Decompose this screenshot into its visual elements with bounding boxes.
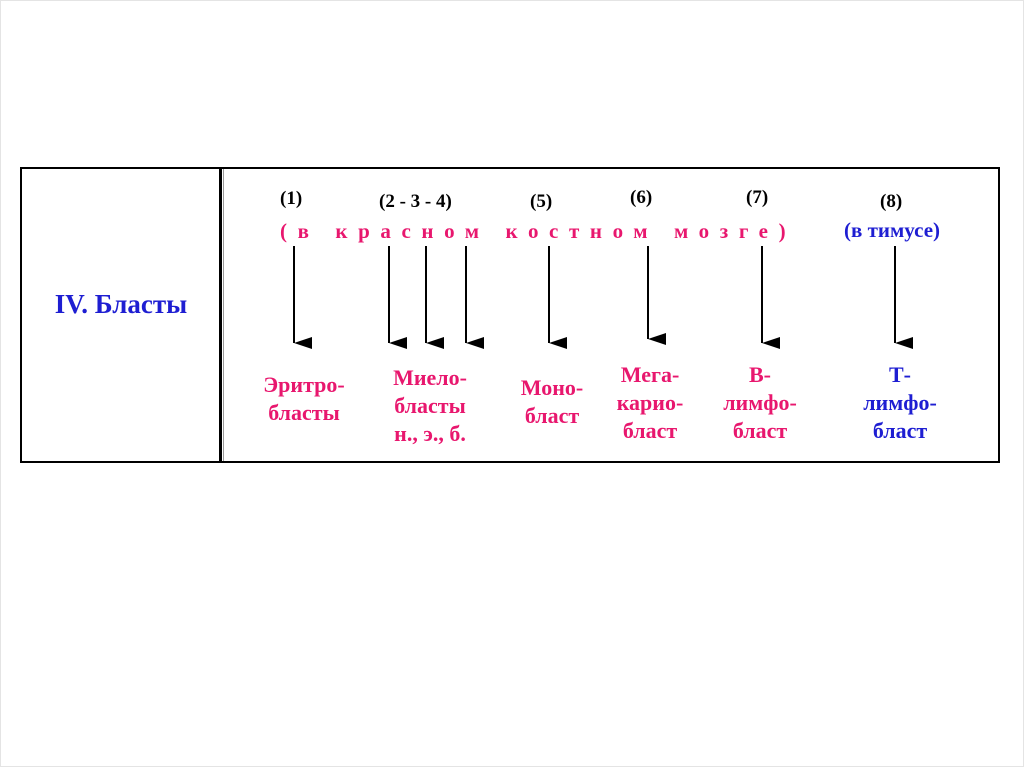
cell-line: бласты — [394, 393, 466, 418]
cell-line: бласт — [622, 418, 678, 443]
cell-line: бласт — [872, 418, 928, 443]
cell-b-lymphoblast: В- лимфо- бласт — [700, 361, 820, 445]
location-thymus: (в тимусе) — [844, 218, 941, 242]
cell-line: Миело- — [393, 365, 467, 390]
column-divider — [219, 169, 222, 461]
cell-myeloblasts: Миело- бласты н., э., б. — [370, 364, 490, 448]
cell-megakaryoblast: Мега- карио- бласт — [590, 361, 710, 445]
column-divider-shadow — [223, 169, 224, 461]
cell-line: лимфо- — [723, 390, 797, 415]
cell-line: бласты — [268, 400, 340, 425]
row-label: IV. Бласты — [54, 289, 188, 319]
cell-line: бласт — [524, 403, 580, 428]
cell-erythroblasts: Эритро- бласты — [244, 371, 364, 427]
number-label-8: (8) — [880, 191, 903, 212]
number-label-6: (6) — [630, 187, 653, 208]
number-label-5: (5) — [530, 191, 553, 212]
location-red-bone-marrow: (в красном костном мозге) — [280, 219, 797, 243]
number-label-2-3-4: (2 - 3 - 4) — [379, 191, 452, 212]
cell-line: карио- — [616, 390, 684, 415]
cell-line: В- — [749, 362, 771, 387]
cell-line: Моно- — [520, 375, 584, 400]
cell-line: Мега- — [620, 362, 680, 387]
cell-line: н., э., б. — [394, 421, 466, 446]
number-label-7: (7) — [746, 187, 769, 208]
diagram-table: IV. Бласты — [20, 167, 1000, 463]
number-label-1: (1) — [280, 188, 303, 209]
cell-line: Т- — [889, 362, 911, 387]
cell-line: лимфо- — [863, 390, 937, 415]
cell-t-lymphoblast: Т- лимфо- бласт — [840, 361, 960, 445]
cell-monoblast: Моно- бласт — [492, 374, 612, 430]
cell-line: бласт — [732, 418, 788, 443]
cell-line: Эритро- — [263, 372, 345, 397]
